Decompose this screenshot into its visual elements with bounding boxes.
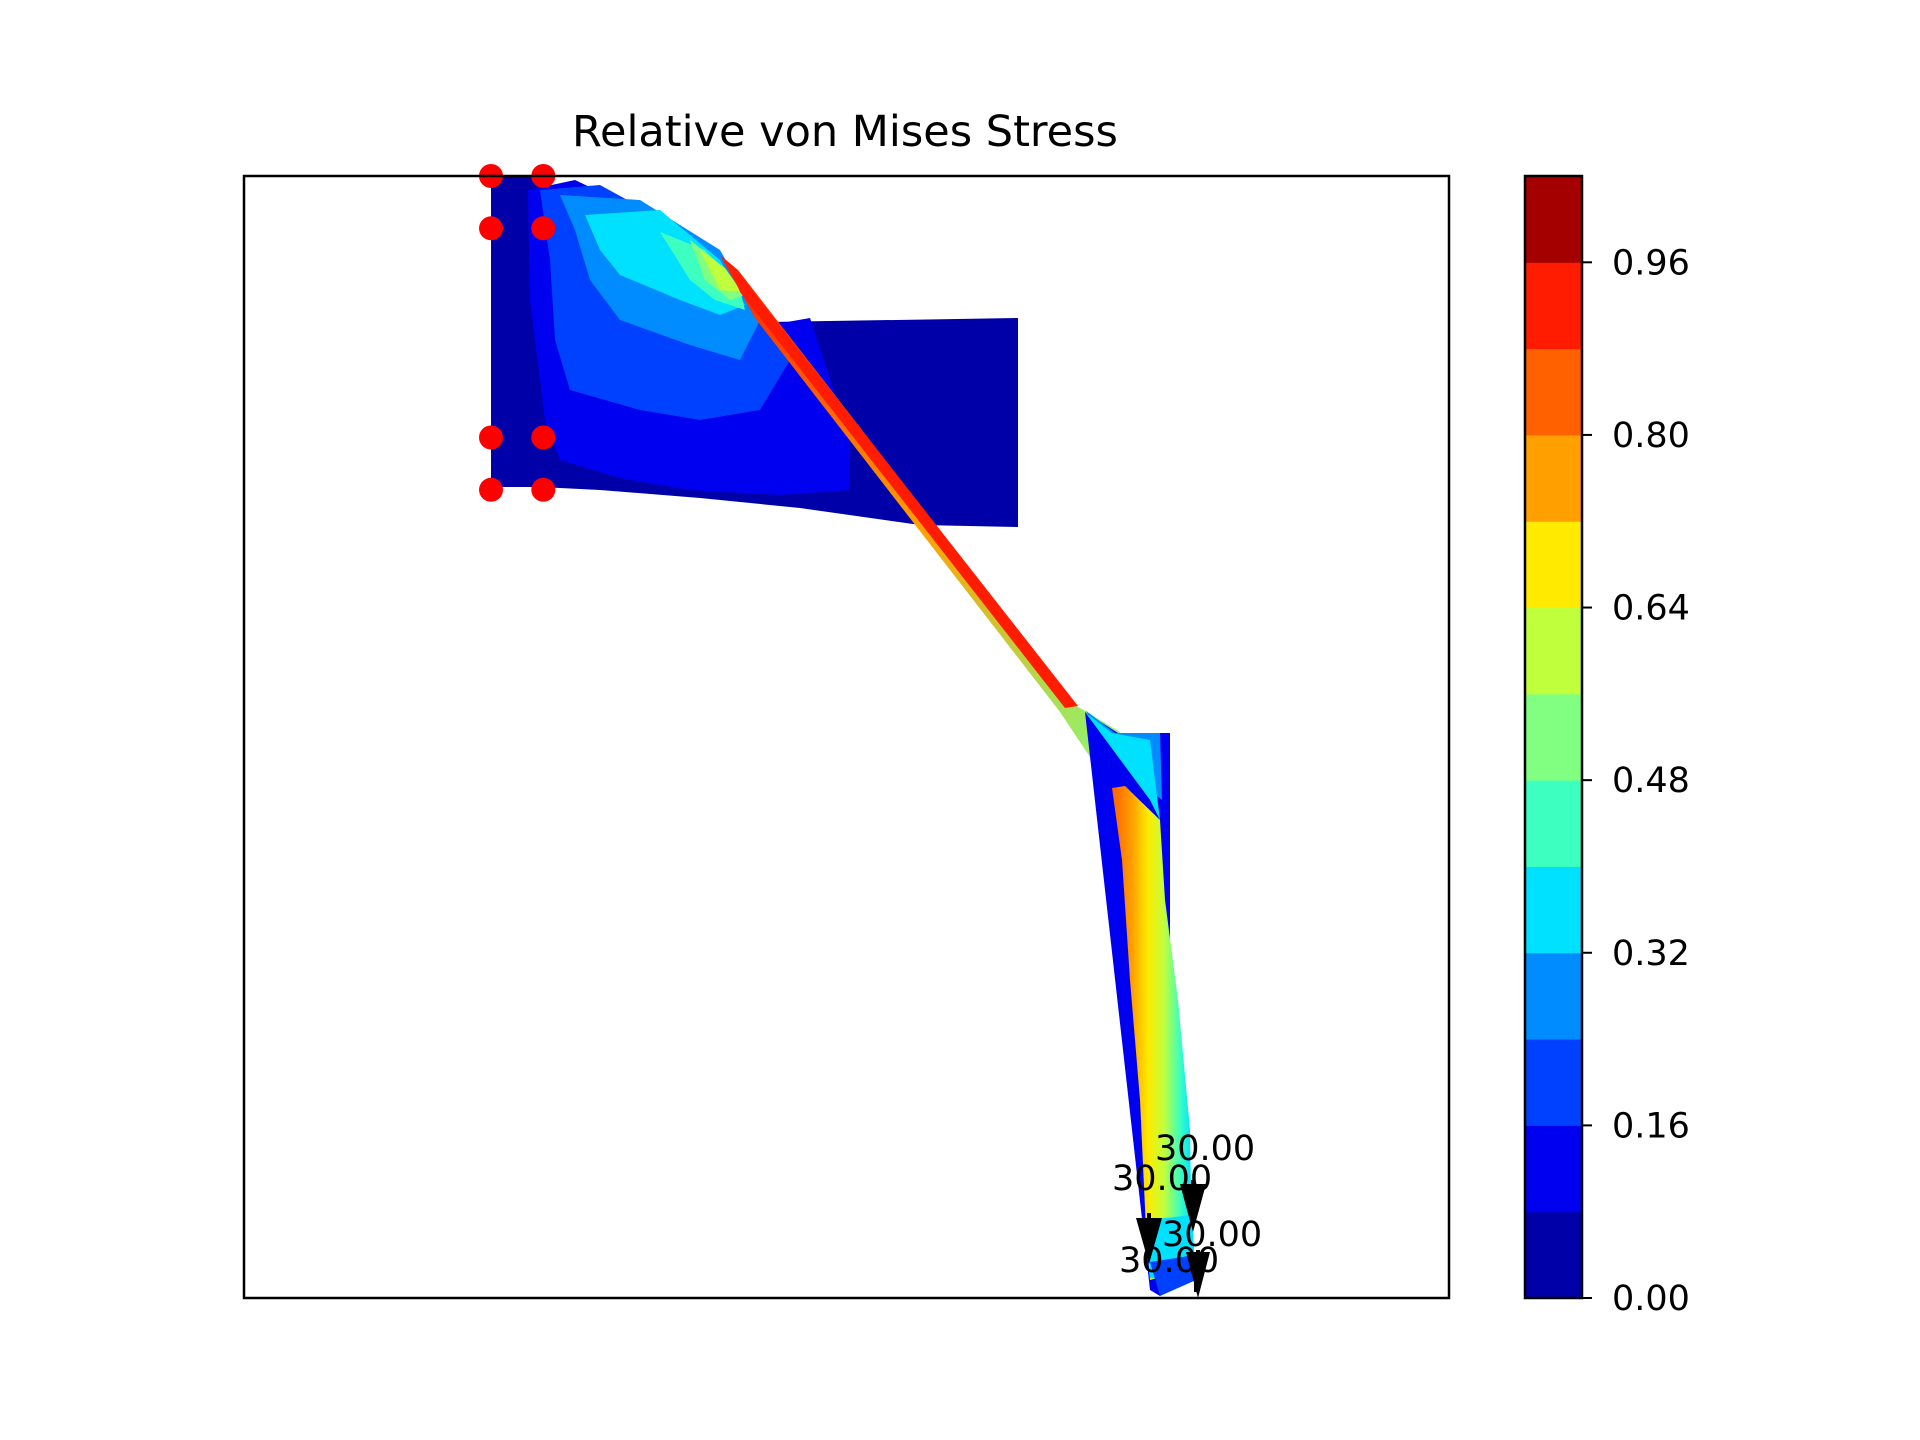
colorbar-ticks: 0.00 0.16 0.32 0.48 0.64 0.80 0.96: [1582, 243, 1690, 1319]
colorbar-band: [1525, 434, 1582, 522]
load-label: 30.00: [1162, 1215, 1262, 1255]
colorbar-tick-label: 0.48: [1612, 761, 1690, 801]
load-arrows: 30.00 30.00 30.00 30.00: [1112, 1129, 1262, 1298]
support-marker: [479, 216, 503, 241]
colorbar-frame: [1523, 174, 1584, 1300]
colorbar-band: [1525, 176, 1582, 263]
colorbar-band: [1525, 1211, 1582, 1299]
colorbar-bands: [1525, 176, 1582, 1299]
colorbar-band: [1525, 866, 1582, 954]
contour-region-vertical-beam: [1112, 786, 1192, 1280]
load-label: 30.00: [1112, 1159, 1212, 1199]
contour-region-diagonal-core: [728, 262, 1078, 708]
colorbar-tick-label: 0.00: [1612, 1279, 1690, 1319]
load-arrow: 30.00: [1119, 1241, 1219, 1292]
support-marker: [479, 477, 503, 502]
contour-region-lower-cyan: [1085, 712, 1160, 820]
colorbar-tick-label: 0.96: [1612, 243, 1690, 283]
load-arrow: 30.00: [1155, 1129, 1255, 1232]
colorbar-band: [1525, 607, 1582, 695]
colorbar-band: [1525, 1039, 1582, 1126]
support-marker: [531, 216, 556, 241]
load-label: 30.00: [1119, 1241, 1219, 1281]
colorbar-band: [1525, 952, 1582, 1040]
colorbar-band: [1525, 348, 1582, 436]
colorbar-tick-label: 0.32: [1612, 934, 1690, 974]
plot-frame: [242, 174, 1451, 1300]
chart-title: Relative von Mises Stress: [572, 107, 1118, 157]
support-marker: [531, 425, 556, 450]
load-arrow: 30.00: [1112, 1159, 1212, 1264]
colorbar-band: [1525, 693, 1582, 781]
support-markers: [479, 164, 556, 502]
load-label: 30.00: [1155, 1129, 1255, 1169]
support-marker: [479, 425, 503, 450]
contour-region-beam-end: [1150, 1255, 1196, 1296]
stress-contour: [491, 176, 1196, 1296]
colorbar-tick-label: 0.64: [1612, 589, 1690, 629]
colorbar: 0.00 0.16 0.32 0.48 0.64 0.80 0.96: [1523, 174, 1690, 1319]
colorbar-band: [1525, 262, 1582, 350]
colorbar-band: [1525, 1125, 1582, 1213]
contour-region-upper-yellowgreen: [700, 250, 742, 292]
colorbar-band: [1525, 521, 1582, 609]
support-marker: [531, 477, 556, 502]
colorbar-tick-label: 0.16: [1612, 1106, 1690, 1146]
colorbar-band: [1525, 780, 1582, 867]
colorbar-tick-label: 0.80: [1612, 416, 1690, 456]
